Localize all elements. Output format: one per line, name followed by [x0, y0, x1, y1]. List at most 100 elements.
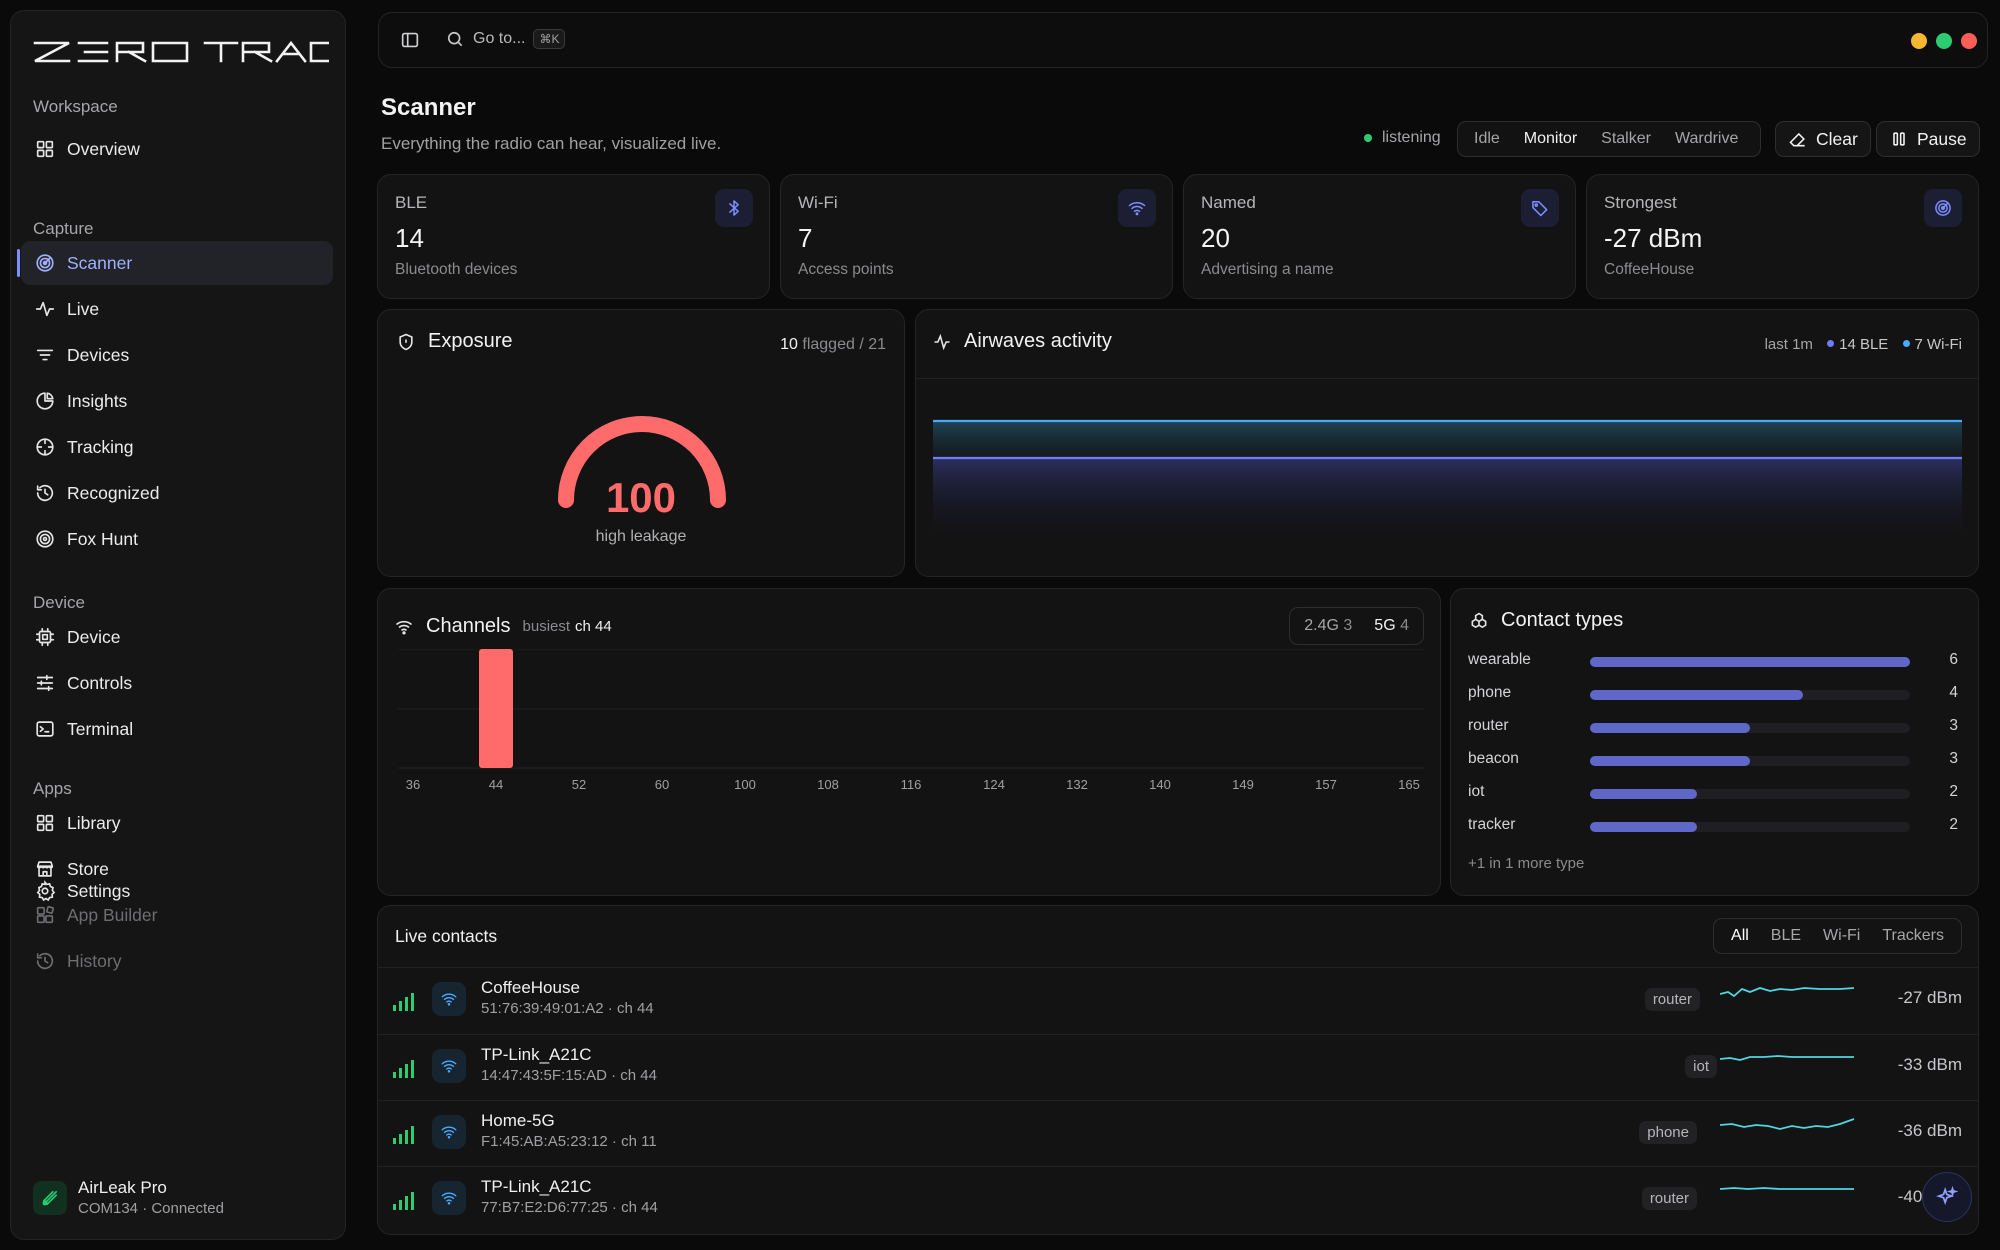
grid-icon [33, 811, 57, 835]
channel-tick-label: 165 [1398, 777, 1420, 792]
contact-type-count: 6 [1949, 651, 1958, 668]
device-name: AirLeak Pro [78, 1178, 167, 1197]
pause-button[interactable]: Pause [1876, 121, 1980, 157]
gauge-fill [558, 416, 726, 508]
filter-tab-trackers[interactable]: Trackers [1882, 927, 1944, 944]
sidebar-item-live[interactable]: Live [21, 287, 333, 331]
filter-tab-wifi[interactable]: Wi-Fi [1823, 927, 1861, 944]
goto-search[interactable]: Go to... ⌘K [445, 29, 566, 49]
contact-type-row[interactable]: tracker 2 [1468, 814, 1958, 838]
contact-type-count: 4 [1949, 684, 1958, 701]
channel-bar[interactable] [479, 649, 513, 768]
assistant-fab[interactable] [1922, 1172, 1972, 1222]
signal-strength-icon [393, 993, 414, 1011]
contact-name: CoffeeHouse [481, 978, 580, 997]
contact-type-row[interactable]: beacon 3 [1468, 748, 1958, 772]
mode-monitor[interactable]: Monitor [1523, 130, 1578, 147]
contact-name: Home-5G [481, 1111, 555, 1130]
window-maximize-dot[interactable] [1936, 33, 1952, 49]
contact-row[interactable]: Home-5G F1:45:AB:A5:23:12 · ch 11 phone -36… [378, 1100, 1978, 1166]
mode-wardrive[interactable]: Wardrive [1674, 130, 1739, 147]
contact-type-name: tracker [1468, 816, 1516, 833]
stat-value: 20 [1201, 223, 1230, 253]
app-logo [29, 35, 329, 67]
stat-card-wi-fi: Wi-Fi 7 Access points [780, 174, 1173, 299]
sidebar-item-overview[interactable]: Overview [21, 127, 333, 171]
wifi-legend-dot [1902, 340, 1910, 347]
sidebar-item-library[interactable]: Library [21, 801, 333, 845]
channel-tick-label: 52 [572, 777, 586, 792]
terminal-icon [33, 717, 57, 741]
contact-type-row[interactable]: router 3 [1468, 715, 1958, 739]
filter-tab-ble[interactable]: BLE [1770, 927, 1802, 944]
window-minimize-dot[interactable] [1911, 33, 1927, 49]
sidebar-item-insights[interactable]: Insights [21, 379, 333, 423]
channels-title: Channels [426, 615, 511, 637]
pie-chart-icon [33, 389, 57, 413]
contact-type-bar-track [1590, 822, 1910, 832]
tag-icon [1521, 189, 1559, 227]
band-2g-label: 2.4G [1304, 617, 1339, 634]
filter-list-icon [33, 343, 57, 367]
stat-label: Wi-Fi [798, 193, 838, 212]
contact-type-badge: router [1641, 1187, 1697, 1210]
chip-icon [33, 625, 57, 649]
contact-type-row[interactable]: iot 2 [1468, 781, 1958, 805]
mode-idle[interactable]: Idle [1474, 130, 1500, 147]
rssi-sparkline [1720, 1055, 1854, 1061]
stat-card-strongest: Strongest -27 dBm CoffeeHouse [1586, 174, 1979, 299]
wifi-icon [432, 1049, 466, 1083]
crosshair-icon [33, 435, 57, 459]
sidebar-item-terminal[interactable]: Terminal [21, 707, 333, 751]
sidebar-item-store[interactable]: Store [21, 847, 333, 891]
sidebar-item-tracking[interactable]: Tracking [21, 425, 333, 469]
stat-card-ble: BLE 14 Bluetooth devices [377, 174, 770, 299]
channel-tick-label: 124 [983, 777, 1005, 792]
search-icon [447, 31, 463, 47]
blocks-icon [33, 903, 57, 927]
band-2g[interactable]: 2.4G 3 [1298, 617, 1358, 635]
sidebar-item-controls[interactable]: Controls [21, 661, 333, 705]
sidebar-item-history[interactable]: History [21, 939, 333, 983]
grid-icon [33, 137, 57, 161]
sidebar-item-devices[interactable]: Devices [21, 333, 333, 377]
sidebar-item-app-builder[interactable]: App Builder [21, 893, 333, 937]
sidebar-item-settings[interactable]: Settings [21, 869, 333, 913]
live-contacts-card: Live contacts All BLE Wi-Fi Trackers Coffee… [377, 905, 1979, 1235]
sidebar-item-scanner[interactable]: Scanner [17, 241, 333, 285]
contact-type-row[interactable]: phone 4 [1468, 682, 1958, 706]
window-close-dot[interactable] [1961, 33, 1977, 49]
contact-type-bar [1590, 657, 1910, 667]
radar-icon [1924, 189, 1962, 227]
contact-row[interactable]: TP-Link_A21C 14:47:43:5F:15:AD · ch 44 iot… [378, 1034, 1978, 1100]
exposure-card: Exposure 10 flagged / 21 100 high leakag… [377, 309, 905, 577]
sidebar-item-label: Devices [67, 344, 130, 365]
ble-legend-dot [1827, 340, 1835, 347]
band-5g-label: 5G [1374, 617, 1396, 634]
contact-type-bar-track [1590, 723, 1910, 733]
pulse-icon [33, 297, 57, 321]
connected-device[interactable]: AirLeak Pro COM134 · Connected [33, 1178, 224, 1217]
contact-row[interactable]: CoffeeHouse 51:76:39:49:01:A2 · ch 44 rout… [378, 968, 1978, 1034]
mode-stalker[interactable]: Stalker [1601, 130, 1651, 147]
flagged-count: 10 flagged / 21 [780, 336, 886, 354]
clear-button[interactable]: Clear [1775, 121, 1871, 157]
channel-tick-label: 60 [655, 777, 669, 792]
sidebar-toggle-icon[interactable] [399, 29, 421, 51]
mode-selector: Idle Monitor Stalker Wardrive [1457, 121, 1761, 157]
band-2g-count: 3 [1343, 617, 1353, 634]
shortcut-badge: ⌘K [533, 29, 566, 49]
band-5g[interactable]: 5G 4 [1368, 617, 1415, 635]
airwaves-card: Airwaves activity last 1m 14 BLE 7 Wi-Fi [915, 309, 1979, 577]
band-selector: 2.4G 3 5G 4 [1289, 607, 1424, 645]
contact-type-row[interactable]: wearable 6 [1468, 649, 1958, 673]
channel-tick-label: 157 [1315, 777, 1337, 792]
filter-tab-all[interactable]: All [1731, 927, 1749, 944]
sidebar-item-device[interactable]: Device [21, 615, 333, 659]
sidebar-item-recognized[interactable]: Recognized [21, 471, 333, 515]
sidebar-item-fox-hunt[interactable]: Fox Hunt [21, 517, 333, 561]
legend-wifi: 7 Wi-Fi [1914, 336, 1963, 353]
wifi-icon [395, 620, 413, 634]
contact-row[interactable]: TP-Link_A21C 77:B7:E2:D6:77:25 · ch 44 rou… [378, 1166, 1978, 1232]
stat-value: -27 dBm [1604, 223, 1703, 253]
